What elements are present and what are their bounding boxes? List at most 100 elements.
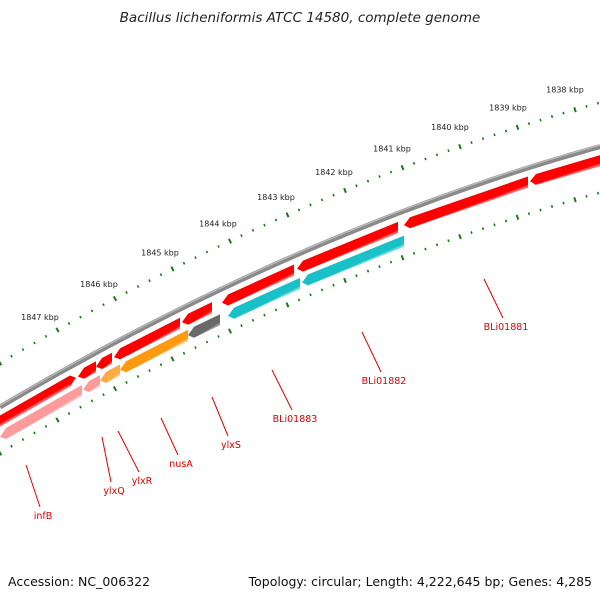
map-layer: 1838 kbp 1839 kbp 1840 kbp 1841 kbp 1842 kbp… [0, 86, 600, 522]
gene-label-ylxR: ylxR [132, 476, 153, 487]
tick-mark [539, 118, 542, 122]
tick-mark [550, 115, 554, 118]
tick-mark [424, 247, 427, 251]
tick-mark [562, 201, 565, 205]
tick-mark [112, 295, 118, 302]
gene-BLi01882-shade [308, 244, 404, 288]
tick-mark [67, 322, 71, 325]
gene-label-BLi01881: BLi01881 [484, 322, 529, 333]
tick-mark [79, 315, 82, 319]
tick-mark [55, 327, 60, 333]
tick-mark [539, 208, 542, 212]
forward-gene-4 [114, 317, 180, 360]
gene-nusA-shade [126, 338, 188, 376]
gene-infB [0, 384, 82, 439]
tick-label: 1841 kbp [373, 145, 411, 154]
tick-mark [332, 193, 335, 197]
tick-mark [170, 356, 175, 362]
tick-mark [205, 340, 209, 344]
tick-mark [378, 175, 381, 179]
tick-mark [228, 328, 232, 334]
tick-mark [55, 417, 60, 423]
tick-mark [159, 273, 163, 277]
gene-BLi01883-shade [234, 286, 300, 322]
gene-ylxR [100, 364, 120, 383]
gene-leader-line [211, 396, 229, 437]
tick-mark [217, 245, 220, 248]
gene-leader-line [101, 436, 112, 483]
tick-mark [585, 195, 588, 198]
tick-mark [194, 346, 197, 350]
forward-gene-2 [78, 361, 96, 379]
tick-mark [148, 279, 151, 283]
gene-nusA [120, 329, 188, 373]
tick-mark [550, 205, 554, 208]
tick-mark [90, 309, 94, 313]
tick-mark [596, 101, 600, 105]
tick-mark [44, 334, 48, 338]
tick-mark [573, 197, 577, 203]
tick-label: 1847 kbp [21, 313, 59, 322]
gene-ylxQ-shade [89, 383, 100, 396]
map-title: Bacillus licheniformis ATCC 14580, compl… [120, 10, 481, 26]
tick-mark [79, 405, 82, 409]
tick-mark [504, 219, 508, 223]
genome-backbone [0, 144, 600, 410]
tick-label: 1838 kbp [546, 86, 584, 95]
accession-text: Accession: NC_006322 [8, 574, 150, 589]
tick-mark [424, 157, 427, 161]
tick-mark [136, 285, 140, 288]
tick-mark [355, 274, 358, 278]
tick-mark [102, 393, 105, 397]
tick-mark [504, 129, 508, 133]
tick-mark [228, 238, 232, 244]
tick-mark [274, 218, 278, 222]
tick-mark [585, 105, 588, 108]
tick-label: 1842 kbp [315, 168, 353, 177]
tick-mark [343, 277, 347, 284]
tick-label: 1840 kbp [431, 123, 469, 132]
tick-mark [366, 179, 370, 183]
gene-leader-line [160, 417, 179, 456]
tick-mark [159, 363, 163, 367]
tick-mark [320, 288, 324, 292]
tick-mark [515, 214, 520, 221]
gene-label-ylxS: ylxS [221, 440, 241, 451]
tick-label: 1844 kbp [199, 220, 237, 229]
forward-gene-6-shade [228, 273, 294, 309]
gene-label-infB: infB [34, 511, 53, 522]
tick-mark [515, 124, 520, 131]
tick-mark [33, 341, 36, 345]
forward-gene-2-shade [84, 369, 96, 383]
tick-mark [125, 291, 128, 294]
tick-mark [251, 228, 255, 232]
gene-BLi01882 [302, 235, 404, 286]
tick-mark [320, 198, 324, 202]
forward-gene-9-shade [536, 163, 600, 187]
tick-mark [435, 153, 439, 157]
tick-mark [0, 451, 3, 456]
gene-ylxR-shade [106, 372, 120, 387]
tick-mark [205, 250, 209, 254]
tick-mark [400, 254, 405, 261]
tick-mark [458, 233, 462, 240]
tick-mark [182, 261, 186, 265]
tick-mark [217, 335, 220, 338]
tick-mark [285, 212, 290, 218]
gene-leader-line [483, 278, 504, 319]
tick-mark [44, 424, 48, 428]
tick-mark [470, 141, 473, 145]
tick-mark [493, 223, 496, 227]
forward-gene-8 [404, 176, 528, 229]
tick-mark [400, 164, 405, 171]
tick-label: 1845 kbp [141, 248, 179, 257]
tick-mark [10, 354, 13, 358]
tick-mark [389, 170, 393, 174]
tick-mark [493, 133, 496, 137]
tick-mark [343, 187, 347, 194]
tick-mark [263, 313, 266, 317]
forward-gene-3-shade [102, 361, 112, 373]
tick-mark [285, 302, 290, 308]
tick-mark [274, 308, 278, 312]
tick-mark [378, 265, 381, 269]
